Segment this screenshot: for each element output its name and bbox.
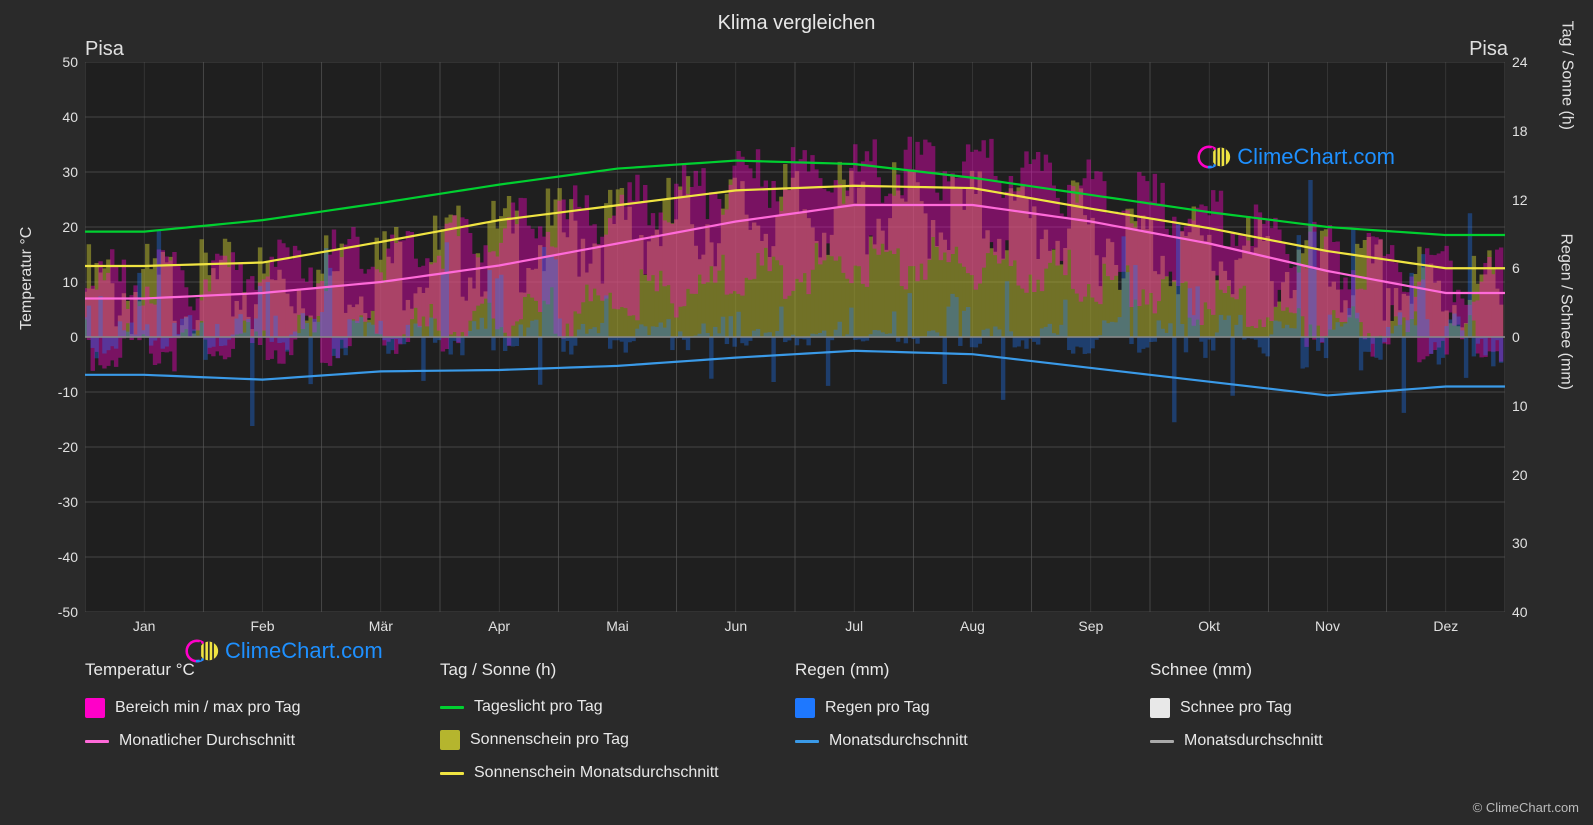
ytick-left: 40 xyxy=(38,109,78,125)
copyright: © ClimeChart.com xyxy=(1473,800,1579,815)
climechart-logo-icon xyxy=(1197,140,1231,174)
legend-item: Sonnenschein pro Tag xyxy=(440,730,795,750)
plot-area: ClimeChart.com ClimeChart.com xyxy=(85,62,1505,612)
watermark-top: ClimeChart.com xyxy=(1197,140,1395,174)
city-label-right: Pisa xyxy=(1469,38,1508,61)
legend-header: Tag / Sonne (h) xyxy=(440,660,795,680)
ytick-left: 30 xyxy=(38,164,78,180)
legend-col-temperature: Temperatur °C Bereich min / max pro Tag … xyxy=(85,660,440,782)
xtick: Jan xyxy=(114,618,174,634)
legend-header: Regen (mm) xyxy=(795,660,1150,680)
ytick-left: -50 xyxy=(38,604,78,620)
legend: Temperatur °C Bereich min / max pro Tag … xyxy=(85,660,1505,782)
ytick-right: 20 xyxy=(1512,467,1552,483)
ytick-right: 18 xyxy=(1512,123,1552,139)
legend-header: Temperatur °C xyxy=(85,660,440,680)
legend-item: Monatsdurchschnitt xyxy=(795,732,1150,750)
ytick-left: 10 xyxy=(38,274,78,290)
ytick-right: 10 xyxy=(1512,398,1552,414)
ytick-left: 0 xyxy=(38,329,78,345)
ytick-right: 0 xyxy=(1512,329,1552,345)
xtick: Jul xyxy=(824,618,884,634)
ytick-left: -30 xyxy=(38,494,78,510)
xtick: Nov xyxy=(1298,618,1358,634)
ytick-right: 6 xyxy=(1512,260,1552,276)
xtick: Feb xyxy=(233,618,293,634)
ytick-right: 40 xyxy=(1512,604,1552,620)
legend-col-rain: Regen (mm) Regen pro Tag Monatsdurchschn… xyxy=(795,660,1150,782)
xtick: Sep xyxy=(1061,618,1121,634)
legend-label: Monatsdurchschnitt xyxy=(1184,732,1323,750)
xtick: Dez xyxy=(1416,618,1476,634)
legend-swatch xyxy=(1150,740,1174,743)
xtick: Mär xyxy=(351,618,411,634)
legend-item: Monatlicher Durchschnitt xyxy=(85,732,440,750)
ytick-right: 30 xyxy=(1512,535,1552,551)
legend-swatch xyxy=(440,706,464,709)
legend-swatch xyxy=(1150,698,1170,718)
legend-label: Monatlicher Durchschnitt xyxy=(119,732,295,750)
legend-col-sun: Tag / Sonne (h) Tageslicht pro Tag Sonne… xyxy=(440,660,795,782)
ytick-left: -10 xyxy=(38,384,78,400)
legend-item: Bereich min / max pro Tag xyxy=(85,698,440,718)
watermark-text: ClimeChart.com xyxy=(1237,144,1395,170)
xtick: Jun xyxy=(706,618,766,634)
legend-label: Monatsdurchschnitt xyxy=(829,732,968,750)
legend-item: Regen pro Tag xyxy=(795,698,1150,718)
ytick-left: 50 xyxy=(38,54,78,70)
legend-item: Tageslicht pro Tag xyxy=(440,698,795,716)
legend-label: Tageslicht pro Tag xyxy=(474,698,603,716)
ytick-left: 20 xyxy=(38,219,78,235)
legend-item: Schnee pro Tag xyxy=(1150,698,1505,718)
xtick: Okt xyxy=(1179,618,1239,634)
legend-swatch xyxy=(85,698,105,718)
legend-item: Monatsdurchschnitt xyxy=(1150,732,1505,750)
legend-label: Sonnenschein pro Tag xyxy=(470,731,629,749)
legend-header: Schnee (mm) xyxy=(1150,660,1505,680)
legend-col-snow: Schnee (mm) Schnee pro Tag Monatsdurchsc… xyxy=(1150,660,1505,782)
y-axis-label-right-bot: Regen / Schnee (mm) xyxy=(1557,233,1575,390)
legend-swatch xyxy=(440,730,460,750)
xtick: Mai xyxy=(588,618,648,634)
chart-title: Klima vergleichen xyxy=(0,0,1593,35)
y-axis-label-left: Temperatur °C xyxy=(18,227,36,330)
y-axis-label-right-top: Tag / Sonne (h) xyxy=(1557,21,1575,130)
legend-label: Sonnenschein Monatsdurchschnitt xyxy=(474,764,719,782)
legend-item: Sonnenschein Monatsdurchschnitt xyxy=(440,764,795,782)
legend-swatch xyxy=(440,772,464,775)
city-label-left: Pisa xyxy=(85,38,124,61)
legend-label: Bereich min / max pro Tag xyxy=(115,699,301,717)
ytick-right: 24 xyxy=(1512,54,1552,70)
ytick-left: -20 xyxy=(38,439,78,455)
xtick: Apr xyxy=(469,618,529,634)
legend-swatch xyxy=(85,740,109,743)
ytick-left: -40 xyxy=(38,549,78,565)
legend-label: Regen pro Tag xyxy=(825,699,930,717)
legend-swatch xyxy=(795,740,819,743)
legend-swatch xyxy=(795,698,815,718)
legend-label: Schnee pro Tag xyxy=(1180,699,1292,717)
ytick-right: 12 xyxy=(1512,192,1552,208)
xtick: Aug xyxy=(943,618,1003,634)
